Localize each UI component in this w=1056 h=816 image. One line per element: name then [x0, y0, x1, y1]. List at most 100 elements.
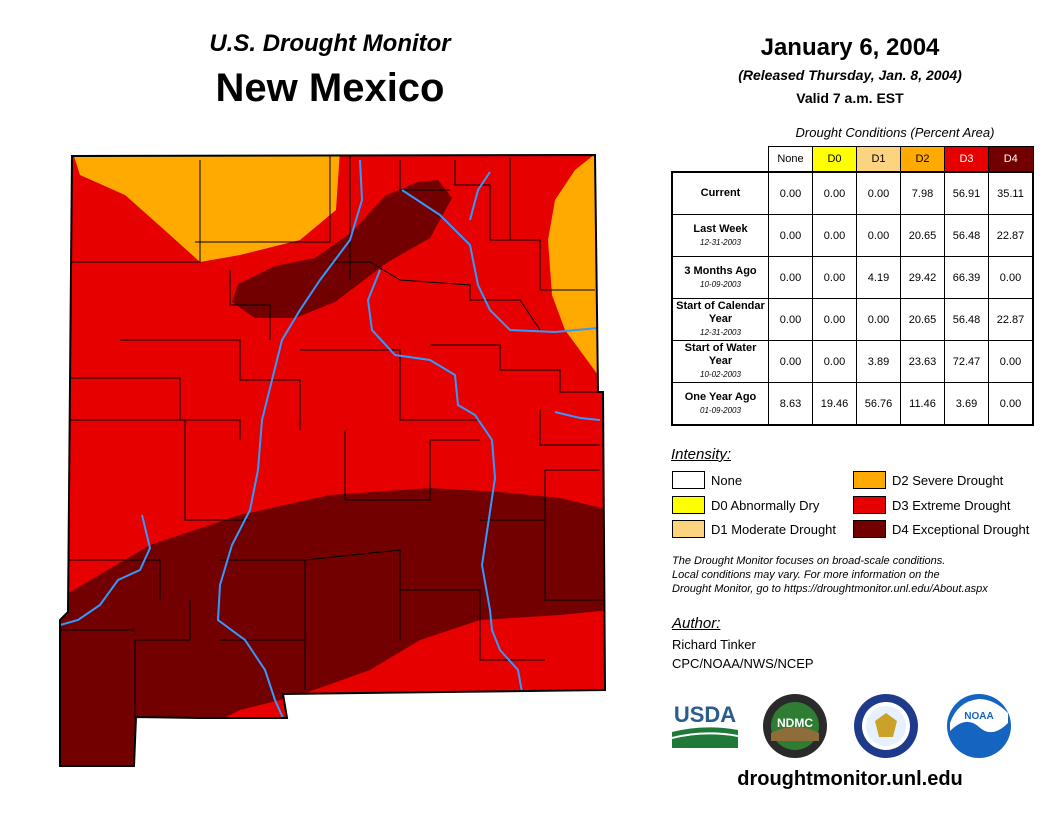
row-date: 01-09-2003: [700, 405, 741, 415]
legend-swatch: [853, 520, 886, 538]
noaa-logo: NOAA: [947, 694, 1011, 758]
row-label: 3 Months Ago 10-09-2003: [671, 256, 769, 299]
row-label: Current: [671, 171, 769, 215]
table-cell: 0.00: [856, 214, 901, 257]
commerce-seal-logo: [854, 694, 918, 758]
row-label-text: Start of Calendar Year: [676, 300, 765, 325]
legend-label: D2 Severe Drought: [892, 472, 1004, 488]
table-header-row: None D0 D1 D2 D3 D4: [672, 146, 1034, 173]
column-header: D3: [944, 146, 989, 173]
legend-label: D1 Moderate Drought: [711, 521, 837, 537]
table-row: Start of Calendar Year 12-31-2003 0.00 0.00…: [671, 298, 1034, 341]
table-cell: 20.65: [900, 298, 945, 341]
d2-area-northwest: [72, 155, 340, 262]
legend-swatch: [672, 471, 705, 489]
column-header: D2: [900, 146, 945, 173]
row-date: 10-02-2003: [700, 370, 741, 379]
table-cell: 29.42: [900, 256, 945, 299]
legend-swatch: [853, 471, 886, 489]
ndmc-logo: NDMC: [763, 694, 827, 758]
ndmc-logo-text: NDMC: [777, 716, 813, 730]
d4-area-north: [232, 180, 452, 318]
table-cell: 3.69: [944, 382, 989, 426]
usda-field-icon: [672, 727, 738, 748]
row-date: 12-31-2003: [700, 328, 741, 337]
drought-map: [59, 153, 607, 767]
table-cell: 0.00: [812, 340, 857, 383]
legend-item: D2 Severe Drought: [853, 471, 1003, 489]
table-row: 3 Months Ago 10-09-2003 0.00 0.00 4.19 29.42 6…: [671, 256, 1034, 299]
table-cell: 0.00: [812, 214, 857, 257]
website-link[interactable]: droughtmonitor.unl.edu: [737, 768, 963, 790]
author-title: Author:: [672, 615, 721, 632]
table-body: Current 0.00 0.00 0.00 7.98 56.91 35.11 Last We…: [671, 171, 1034, 426]
row-label-text: One Year Ago: [684, 390, 757, 403]
legend-title: Intensity:: [671, 446, 732, 463]
disclaimer-note: The Drought Monitor focuses on broad-sca…: [672, 554, 1042, 596]
noaa-logo-text: NOAA: [964, 711, 993, 722]
table-cell: 4.19: [856, 256, 901, 299]
table-caption: Drought Conditions (Percent Area): [795, 125, 995, 140]
column-header: None: [768, 146, 813, 173]
row-label-text: Current: [700, 187, 741, 199]
usda-logo: USDA: [671, 702, 739, 748]
row-label-text: Last Week: [693, 222, 748, 235]
table-cell: 0.00: [988, 340, 1034, 383]
eagle-icon: [875, 713, 897, 737]
release-date: (Released Thursday, Jan. 8, 2004): [738, 67, 962, 83]
table-cell: 0.00: [768, 298, 813, 341]
table-row: Current 0.00 0.00 0.00 7.98 56.91 35.11: [671, 171, 1034, 215]
column-header: D1: [856, 146, 901, 173]
note-line: Local conditions may vary. For more info…: [672, 569, 940, 581]
table-cell: 8.63: [768, 382, 813, 426]
table-cell: 35.11: [988, 171, 1034, 215]
table-cell: 56.76: [856, 382, 901, 426]
table-cell: 11.46: [900, 382, 945, 426]
legend-item: D4 Exceptional Drought: [853, 520, 1029, 538]
table-cell: 0.00: [856, 171, 901, 215]
drought-conditions-table: None D0 D1 D2 D3 D4 Current 0.00 0.00 0.00 7…: [671, 146, 1034, 426]
d4-area-south: [60, 488, 605, 766]
row-date: 10-09-2003: [700, 279, 741, 289]
table-cell: 20.65: [900, 214, 945, 257]
d2-area-northeast: [548, 155, 605, 380]
legend-swatch: [672, 520, 705, 538]
column-header: D0: [812, 146, 857, 173]
table-cell: 0.00: [812, 298, 857, 341]
table-cell: 3.89: [856, 340, 901, 383]
table-row: Last Week 12-31-2003 0.00 0.00 0.00 20.65 56.4…: [671, 214, 1034, 257]
table-cell: 0.00: [768, 171, 813, 215]
header-blank: [672, 147, 769, 173]
table-cell: 0.00: [812, 171, 857, 215]
county-lines: [60, 156, 605, 718]
table-cell: 22.87: [988, 214, 1034, 257]
legend-item: D3 Extreme Drought: [853, 496, 1011, 514]
table-cell: 56.48: [944, 298, 989, 341]
table-cell: 0.00: [768, 340, 813, 383]
valid-time: Valid 7 a.m. EST: [796, 90, 904, 106]
row-label-text: Start of Water Year: [684, 342, 757, 367]
legend-label: D3 Extreme Drought: [892, 497, 1011, 513]
table-row: Start of Water Year 10-02-2003 0.00 0.00 3.8…: [671, 340, 1034, 383]
table-cell: 72.47: [944, 340, 989, 383]
legend-swatch: [672, 496, 705, 514]
legend-label: D4 Exceptional Drought: [892, 521, 1030, 537]
table-cell: 0.00: [812, 256, 857, 299]
table-cell: 0.00: [856, 298, 901, 341]
row-label: Last Week 12-31-2003: [671, 214, 769, 257]
map-date: January 6, 2004: [760, 34, 940, 61]
legend-label: None: [711, 472, 743, 488]
legend-item: D1 Moderate Drought: [672, 520, 836, 538]
author-org: CPC/NOAA/NWS/NCEP: [672, 656, 814, 671]
legend-swatch: [853, 496, 886, 514]
table-cell: 22.87: [988, 298, 1034, 341]
table-cell: 66.39: [944, 256, 989, 299]
table-cell: 0.00: [988, 256, 1034, 299]
row-label-text: 3 Months Ago: [684, 264, 757, 277]
table-cell: 56.48: [944, 214, 989, 257]
column-header: D4: [988, 146, 1034, 173]
legend-item: None: [672, 471, 742, 489]
row-label: One Year Ago 01-09-2003: [671, 382, 769, 426]
row-date: 12-31-2003: [700, 237, 741, 247]
table-cell: 7.98: [900, 171, 945, 215]
